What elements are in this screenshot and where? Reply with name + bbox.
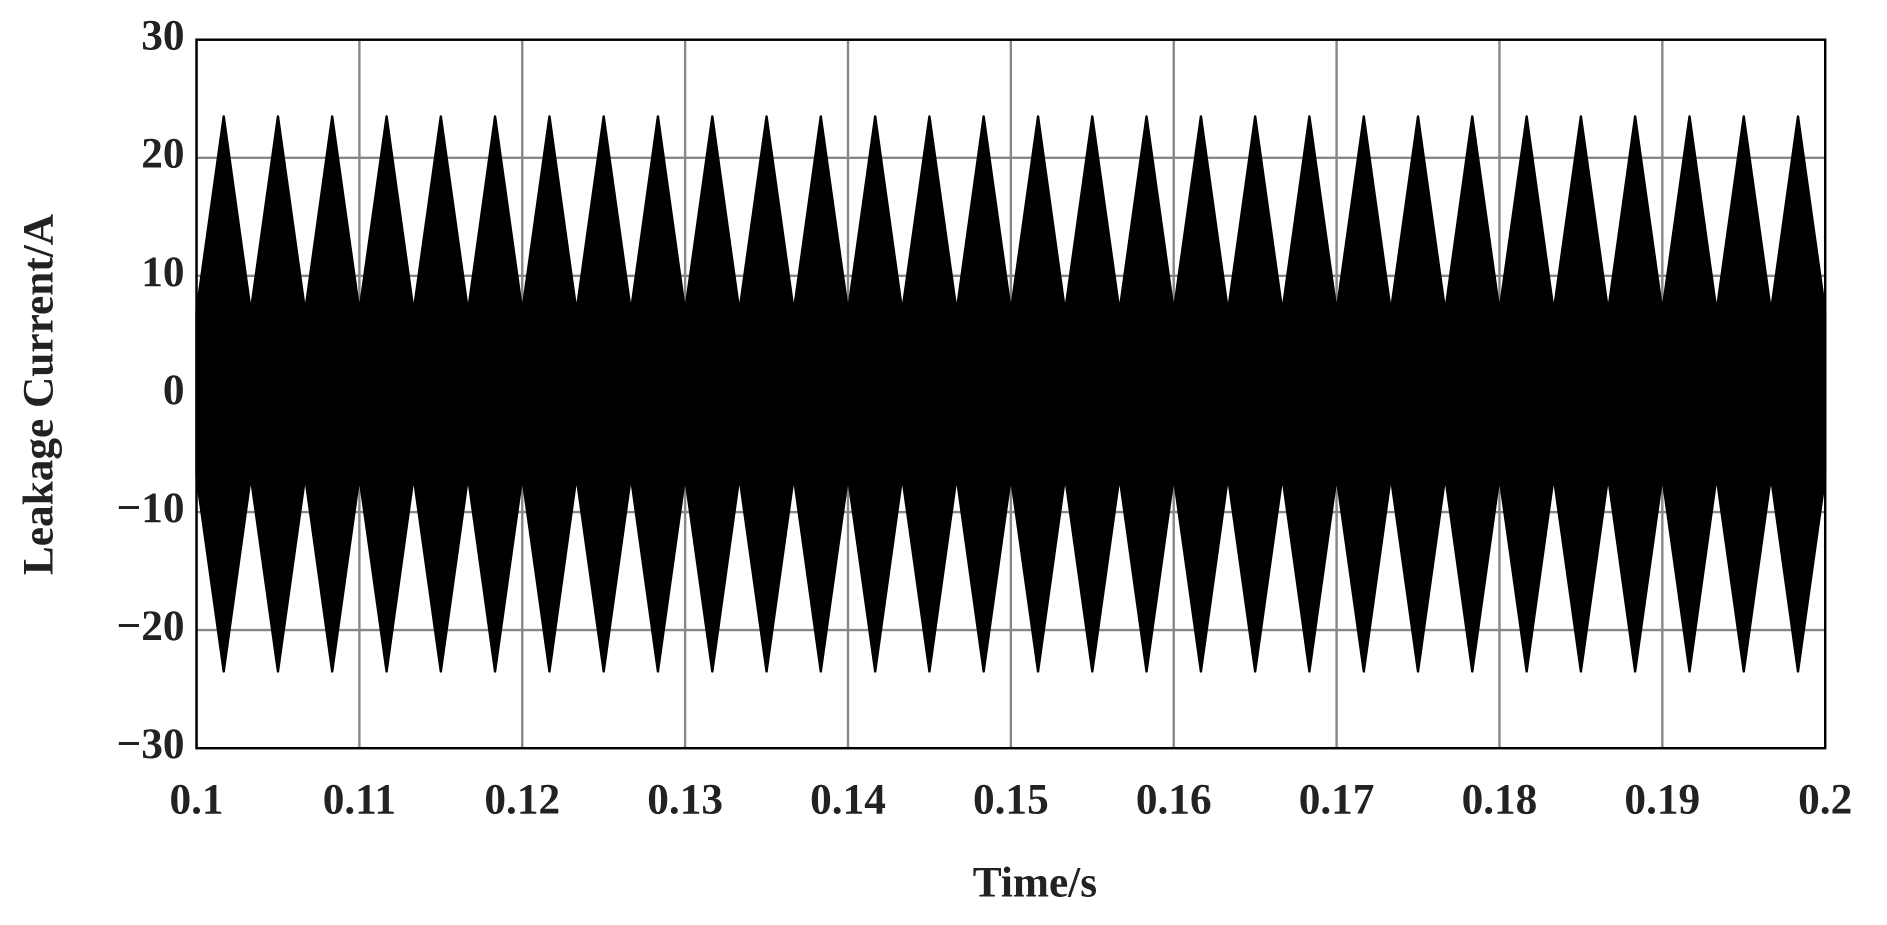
y-tick-label: −10 (117, 484, 185, 532)
y-tick-label: −30 (117, 720, 185, 768)
x-tick-label: 0.14 (810, 775, 886, 823)
y-tick-label: −20 (117, 602, 185, 650)
x-tick-label: 0.12 (484, 775, 560, 823)
x-tick-label: 0.2 (1798, 775, 1852, 823)
y-tick-label: 20 (141, 130, 184, 178)
x-tick-label: 0.16 (1136, 775, 1212, 823)
x-axis-label: Time/s (973, 858, 1097, 906)
plot-frame (195, 38, 1827, 750)
signal-envelope (195, 392, 1827, 673)
x-tick-label: 0.11 (323, 775, 396, 823)
y-tick-label: 10 (141, 248, 184, 296)
x-tick-label: 0.18 (1462, 775, 1538, 823)
y-axis-label: Leakage Current/A (14, 214, 62, 575)
x-tick-label: 0.17 (1299, 775, 1375, 823)
x-tick-label: 0.1 (169, 775, 223, 823)
x-tick-label: 0.13 (647, 775, 723, 823)
y-tick-label: 0 (163, 366, 185, 414)
y-tick-label: 30 (141, 12, 184, 60)
x-tick-label: 0.19 (1624, 775, 1700, 823)
signal-envelope (195, 115, 1827, 396)
x-tick-label: 0.15 (973, 775, 1049, 823)
